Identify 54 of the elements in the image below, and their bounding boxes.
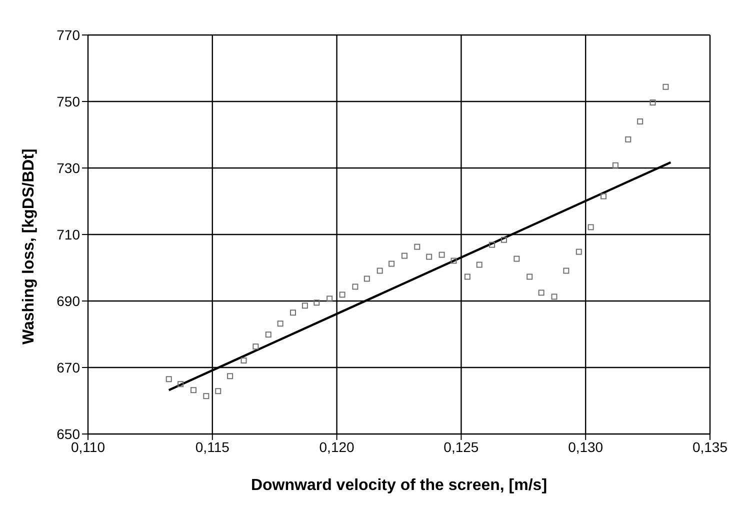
point: [464, 274, 470, 280]
point: [166, 376, 172, 382]
point: [514, 256, 520, 262]
point: [376, 268, 383, 274]
point: [227, 373, 234, 380]
y-tick-label: 710: [56, 226, 80, 242]
point: [290, 310, 296, 316]
point: [551, 294, 558, 300]
point: [538, 290, 544, 296]
x-tick-label: 0,115: [195, 438, 230, 455]
point: [476, 262, 482, 268]
x-tick-label: 0,130: [568, 438, 604, 455]
point: [240, 358, 247, 364]
point: [438, 252, 445, 258]
point: [178, 381, 184, 388]
x-tick-label: 0,120: [319, 438, 355, 455]
point: [277, 320, 284, 327]
point: [339, 292, 346, 298]
point: [450, 258, 457, 264]
point: [563, 268, 570, 274]
point: [489, 242, 496, 248]
point: [500, 236, 507, 243]
point: [326, 296, 333, 302]
point: [526, 274, 533, 280]
x-tick-label: 0,125: [444, 438, 479, 455]
y-tick-label: 770: [56, 26, 80, 43]
point: [190, 387, 196, 394]
point: [426, 254, 432, 260]
point: [625, 136, 632, 142]
point: [650, 100, 656, 106]
point: [612, 162, 618, 168]
point: [576, 248, 582, 255]
y-tick-label: 730: [56, 160, 80, 176]
y-tick-label: 670: [56, 359, 80, 376]
x-tick-label: 0,135: [692, 438, 728, 455]
point: [414, 244, 420, 250]
point: [364, 276, 370, 282]
point: [352, 284, 358, 290]
point: [600, 193, 607, 200]
point: [401, 252, 408, 259]
point: [203, 393, 210, 400]
y-tick-label: 690: [56, 292, 80, 309]
point: [637, 118, 644, 124]
point: [265, 332, 272, 338]
point: [388, 260, 395, 267]
y-tick-label: 750: [56, 93, 80, 110]
y-axis-title: Washing loss, [kgDS/BDt]: [20, 148, 38, 344]
point: [215, 388, 222, 394]
x-axis-title: Downward velocity of the screen, [m/s]: [250, 477, 548, 494]
point: [314, 300, 320, 306]
point: [252, 344, 259, 350]
point: [588, 224, 594, 230]
point: [662, 84, 669, 90]
point: [302, 302, 308, 309]
